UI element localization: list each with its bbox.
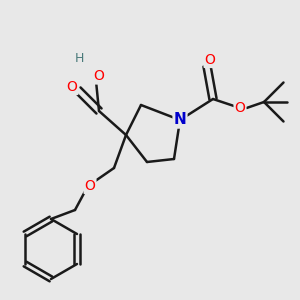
Text: O: O (85, 179, 95, 193)
Text: O: O (235, 101, 245, 115)
Text: O: O (205, 53, 215, 67)
Text: O: O (94, 70, 104, 83)
Text: O: O (67, 80, 77, 94)
Text: H: H (75, 52, 84, 65)
Text: N: N (174, 112, 186, 128)
